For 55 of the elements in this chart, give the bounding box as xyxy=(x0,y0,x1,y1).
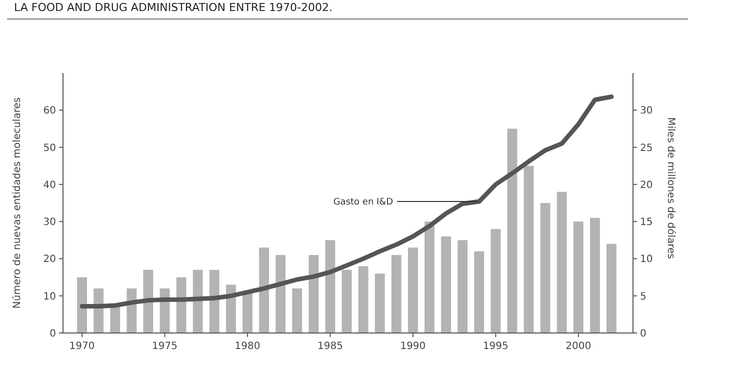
bar xyxy=(358,266,368,333)
bar xyxy=(209,270,220,333)
bar xyxy=(424,222,434,333)
bar xyxy=(325,240,336,333)
x-tick-label: 1990 xyxy=(400,341,426,352)
y2-tick-label: 5 xyxy=(640,291,646,302)
x-tick-label: 1975 xyxy=(152,341,178,352)
x-tick-label: 1985 xyxy=(317,341,343,352)
y2-tick-label: 10 xyxy=(640,254,653,266)
bar xyxy=(226,284,236,333)
bar xyxy=(391,255,402,333)
bar xyxy=(374,274,385,333)
y-tick-label: 50 xyxy=(43,142,56,154)
line-series xyxy=(80,94,614,309)
y-axis-title: Número de nuevas entidades moleculares xyxy=(12,97,23,309)
bar xyxy=(242,292,252,333)
bar xyxy=(590,218,600,333)
y2-tick-label: 20 xyxy=(640,180,653,191)
x-tick-label: 1970 xyxy=(69,341,95,352)
text: Gasto en I&D xyxy=(333,198,394,208)
y-tick-label: 0 xyxy=(50,328,56,340)
chart-title: LA FOOD AND DRUG ADMINISTRATION ENTRE 1970-2002. xyxy=(14,1,332,14)
bar xyxy=(573,222,584,333)
y-tick-label: 30 xyxy=(43,217,56,228)
bar xyxy=(441,236,451,333)
bar xyxy=(342,270,352,333)
bar xyxy=(192,270,203,333)
y-tick-label: 20 xyxy=(43,254,56,266)
y-tick-label: 10 xyxy=(43,291,56,302)
bar xyxy=(507,128,518,333)
y2-axis-title: Miles de millones de dólares xyxy=(665,117,676,259)
y2-tick-label: 25 xyxy=(640,142,653,154)
bar xyxy=(524,166,534,333)
bar xyxy=(292,288,302,333)
y-tick-label: 60 xyxy=(43,106,56,117)
x-tick-label: 1995 xyxy=(482,341,508,352)
bar xyxy=(490,229,501,333)
bar xyxy=(408,248,418,333)
bar xyxy=(176,277,186,333)
x-tick-label: 1980 xyxy=(234,341,260,352)
x-tick-label: 2000 xyxy=(566,341,592,352)
bar xyxy=(259,248,269,333)
bar xyxy=(77,277,87,333)
bar xyxy=(540,203,550,333)
bar xyxy=(458,240,468,333)
bar xyxy=(143,270,154,333)
bar xyxy=(474,251,484,333)
bar xyxy=(556,192,567,333)
y2-tick-label: 0 xyxy=(640,328,646,340)
bar xyxy=(606,244,616,333)
y2-tick-label: 15 xyxy=(640,217,653,228)
y2-tick-label: 30 xyxy=(640,106,653,117)
y-tick-label: 40 xyxy=(43,180,56,191)
bar xyxy=(308,255,319,333)
bar xyxy=(276,255,286,333)
